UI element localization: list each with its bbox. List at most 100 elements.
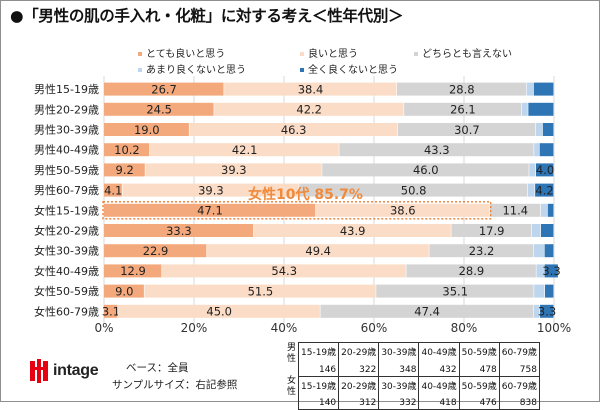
intage-logo-text: intage [53, 362, 99, 379]
table-cell: 322 [338, 364, 380, 377]
bar-segment [396, 82, 526, 96]
bar-segment [540, 203, 548, 217]
base-note: ベース：全員 [126, 362, 189, 374]
bar-segment [397, 123, 536, 136]
legend-swatch [138, 52, 142, 56]
data-label: 4.2 [535, 183, 553, 197]
bar-segment [536, 123, 543, 136]
chart-title: ●「男性の肌の手入れ・化粧」に対する考え＜性年代別＞ [10, 7, 404, 25]
category-label: 女性60-79歳 [34, 304, 99, 318]
legend-item-not-good: あまり良くないと思う [138, 61, 246, 76]
data-label: 28.9 [459, 264, 485, 278]
data-label: 47.1 [197, 204, 223, 218]
bar-segment [104, 123, 189, 136]
table-row-label: 女性 [280, 376, 299, 398]
x-tick-label: 100% [537, 321, 571, 335]
table-cell: 140 [297, 398, 340, 410]
data-label: 9.0 [115, 284, 133, 298]
table-cell: 348 [378, 364, 420, 377]
bar-segment [539, 143, 554, 157]
bar-segment [104, 143, 150, 157]
bar-segment [540, 224, 554, 237]
bar-segment [536, 163, 554, 177]
legend-item-not-good-at-all: 全く良くないと思う [300, 61, 398, 76]
bar-segment [540, 304, 554, 318]
bar-segment [533, 244, 544, 258]
data-label: 42.1 [232, 143, 258, 157]
table-cell: 478 [458, 364, 500, 377]
table-cell: 20-29歳 [338, 375, 380, 398]
data-label: 38.4 [298, 82, 324, 96]
table-cell: 332 [378, 398, 420, 410]
category-label: 男性40-49歳 [34, 143, 99, 157]
table-row: 140 312 332 418 476 838 [280, 398, 540, 410]
data-label: 24.5 [146, 103, 172, 117]
data-label: 9.2 [116, 163, 134, 177]
bar-segment [429, 244, 534, 258]
bar-segment [544, 244, 554, 258]
data-label: 54.3 [271, 264, 297, 278]
data-label: 26.1 [450, 103, 476, 117]
table-cell: 312 [338, 398, 380, 410]
x-tick-label: 80% [451, 321, 478, 335]
bar-segment [315, 203, 490, 217]
bar-segment [531, 224, 541, 237]
table-cell: 50-59歳 [458, 375, 500, 398]
data-label: 46.0 [413, 163, 439, 177]
table-cell: 838 [498, 398, 540, 410]
table-row: 146 322 348 432 478 758 [280, 364, 540, 377]
bar-segment [207, 244, 429, 258]
data-label: 51.5 [248, 284, 274, 298]
data-label: 3.1 [102, 305, 120, 319]
category-label: 男性60-79歳 [34, 183, 99, 197]
table-cell: 60-79歳 [498, 342, 540, 365]
bar-segment [104, 82, 224, 96]
data-label: 46.3 [281, 123, 307, 137]
bar-segment [406, 264, 536, 278]
bar-segment [322, 163, 529, 177]
legend-swatch [300, 52, 304, 56]
table-cell: 15-19歳 [297, 342, 340, 365]
table-cell: 30-39歳 [378, 375, 420, 398]
x-tick-label: 60% [361, 321, 388, 335]
bar-segment [224, 82, 397, 96]
bar-segment [535, 183, 554, 197]
bar-segment [149, 143, 339, 157]
category-label: 男性20-29歳 [34, 102, 99, 116]
highlight-callout: 女性10代 85.7% [248, 186, 363, 203]
data-label: 30.7 [454, 123, 480, 137]
bar-segment [529, 163, 536, 177]
bar-segment [526, 82, 534, 96]
data-label: 43.3 [424, 143, 450, 157]
data-label: 26.7 [151, 82, 177, 96]
table-cell: 758 [498, 364, 540, 377]
bar-segment [534, 143, 539, 157]
table-cell: 146 [297, 364, 340, 377]
data-label: 23.2 [469, 244, 495, 258]
bar-segment [542, 123, 554, 136]
legend-swatch [300, 68, 304, 72]
category-label: 男性15-19歳 [34, 82, 99, 96]
table-cell: 15-19歳 [297, 375, 340, 398]
category-label: 女性30-39歳 [34, 244, 99, 258]
intage-logo: intage [30, 357, 110, 387]
bar-segment [189, 123, 398, 136]
bar-segment [214, 102, 404, 116]
data-label: 11.4 [502, 204, 528, 218]
data-label: 45.0 [206, 305, 232, 319]
bar-segment [489, 203, 541, 217]
bar-segment [527, 183, 535, 197]
bar-segment [451, 224, 532, 237]
bar-segment [144, 284, 376, 298]
bar-segment [404, 102, 521, 116]
bar-segment [104, 304, 118, 318]
bar-segment [104, 244, 207, 258]
data-label: 33.3 [166, 224, 192, 238]
bar-segment [521, 102, 528, 116]
table-cell: 40-49歳 [418, 342, 460, 365]
sample-size-table: 男性 15-19歳 20-29歳 30-39歳 40-49歳 50-59歳 60… [280, 342, 540, 410]
data-label: 43.9 [340, 224, 366, 238]
bar-segment [104, 183, 122, 197]
category-label: 女性20-29歳 [34, 224, 99, 238]
